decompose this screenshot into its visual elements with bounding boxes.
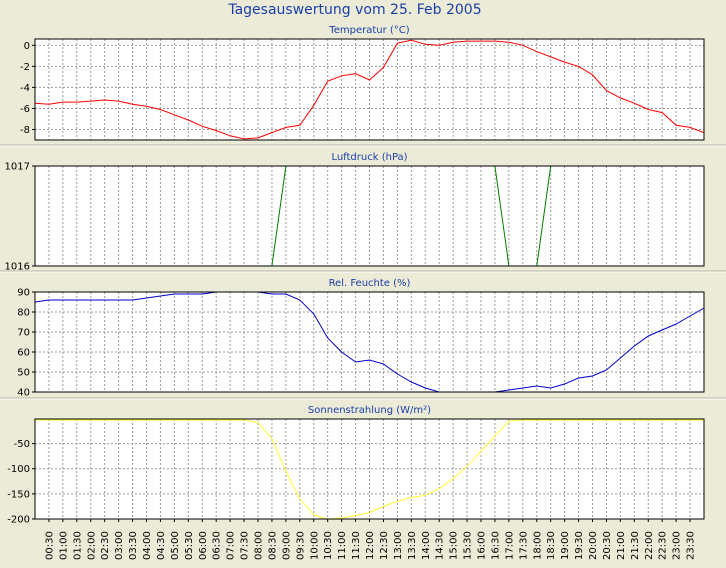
- x-tick-label: 21:00: [616, 531, 627, 560]
- x-tick-label: 16:00: [477, 531, 488, 560]
- x-axis-labels: 00:30 01:00 01:30 02:00 02:30 03:00 03:30 04:00…: [44, 519, 697, 560]
- y-tick-label: -150: [7, 489, 30, 500]
- y-tick-label: 1016: [5, 262, 30, 273]
- x-tick-label: 14:00: [421, 531, 432, 560]
- x-tick-label: 08:00: [254, 531, 265, 560]
- panel-title: Temperatur (°C): [328, 25, 409, 36]
- y-tick-label: -200: [7, 515, 30, 526]
- x-tick-label: 19:30: [574, 531, 585, 560]
- x-tick-label: 16:30: [490, 531, 501, 560]
- series-line-temperatur-c: [34, 39, 705, 140]
- y-tick-label: 50: [17, 368, 30, 379]
- chart-panel-temperatur-c: Temperatur (°C) 0 -2 -4 -6 -8: [20, 25, 705, 141]
- x-tick-label: 02:30: [100, 531, 111, 560]
- x-tick-label: 18:00: [532, 531, 543, 560]
- x-tick-label: 18:30: [546, 531, 557, 560]
- x-tick-label: 14:30: [435, 531, 446, 560]
- x-tick-label: 22:00: [644, 531, 655, 560]
- x-tick-label: 04:30: [156, 531, 167, 560]
- x-tick-label: 13:00: [393, 531, 404, 560]
- x-tick-label: 15:00: [449, 531, 460, 560]
- y-tick-label: 80: [17, 308, 30, 319]
- y-tick-label: 40: [17, 388, 30, 399]
- y-tick-label: -50: [14, 439, 30, 450]
- x-tick-label: 01:30: [72, 531, 83, 560]
- x-tick-label: 23:00: [672, 531, 683, 560]
- series-line-segment-luftdruck-hpa: [271, 165, 287, 267]
- plot-frame: [34, 38, 705, 141]
- y-tick-label: -4: [20, 83, 30, 94]
- y-tick-label: -6: [20, 104, 30, 115]
- x-tick-label: 21:30: [630, 531, 641, 560]
- x-tick-label: 12:30: [379, 531, 390, 560]
- y-tick-label: 70: [17, 328, 30, 339]
- x-tick-label: 20:30: [602, 531, 613, 560]
- y-tick-label: -2: [20, 62, 30, 73]
- x-tick-label: 11:30: [351, 531, 362, 560]
- series-line-sonnenstrahlung-w-m: [35, 419, 704, 520]
- x-tick-label: 20:00: [588, 531, 599, 560]
- x-tick-label: 00:30: [44, 531, 55, 560]
- x-tick-label: 12:00: [365, 531, 376, 560]
- panel-title: Luftdruck (hPa): [331, 152, 407, 163]
- panel-title: Sonnenstrahlung (W/m²): [308, 405, 431, 416]
- series-line-rel-feuchte: [34, 291, 705, 393]
- x-tick-label: 03:30: [128, 531, 139, 560]
- x-tick-label: 07:30: [240, 531, 251, 560]
- plot-frame: [34, 165, 705, 267]
- y-tick-label: -100: [7, 464, 30, 475]
- y-tick-label: 1017: [5, 162, 30, 173]
- x-tick-label: 06:30: [212, 531, 223, 560]
- chart-panel-luftdruck-hpa: Luftdruck (hPa) 1017 1016: [5, 152, 705, 273]
- series-line-segment-luftdruck-hpa: [494, 165, 510, 267]
- x-tick-label: 15:30: [463, 531, 474, 560]
- y-tick-label: 0: [24, 41, 30, 52]
- y-tick-label: 60: [17, 348, 30, 359]
- x-tick-label: 13:30: [407, 531, 418, 560]
- x-tick-label: 08:30: [267, 531, 278, 560]
- plot-frame: [34, 291, 705, 393]
- panel-title: Rel. Feuchte (%): [329, 278, 411, 289]
- x-tick-label: 17:00: [504, 531, 515, 560]
- x-tick-label: 10:00: [309, 531, 320, 560]
- x-tick-label: 01:00: [58, 531, 69, 560]
- x-tick-label: 05:30: [184, 531, 195, 560]
- x-tick-label: 02:00: [86, 531, 97, 560]
- series-line-segment-luftdruck-hpa: [536, 165, 552, 267]
- chart-panel-sonnenstrahlung-w-m: Sonnenstrahlung (W/m²) -50 -100 -150 -200: [7, 405, 705, 526]
- page-title: Tagesauswertung vom 25. Feb 2005: [227, 2, 481, 18]
- x-tick-label: 23:30: [686, 531, 697, 560]
- y-tick-label: -8: [20, 125, 30, 136]
- y-tick-label: 90: [17, 288, 30, 299]
- x-tick-label: 03:00: [114, 531, 125, 560]
- x-tick-label: 07:00: [226, 531, 237, 560]
- x-tick-label: 09:00: [281, 531, 292, 560]
- x-tick-label: 19:00: [560, 531, 571, 560]
- x-tick-label: 05:00: [170, 531, 181, 560]
- chart-panel-rel-feuchte: Rel. Feuchte (%) 90 80 70 60 50 40: [17, 278, 705, 399]
- x-tick-label: 09:30: [295, 531, 306, 560]
- x-tick-label: 06:00: [198, 531, 209, 560]
- x-tick-label: 11:00: [337, 531, 348, 560]
- x-tick-label: 04:00: [142, 531, 153, 560]
- x-tick-label: 10:30: [323, 531, 334, 560]
- x-tick-label: 17:30: [518, 531, 529, 560]
- x-tick-label: 22:30: [658, 531, 669, 560]
